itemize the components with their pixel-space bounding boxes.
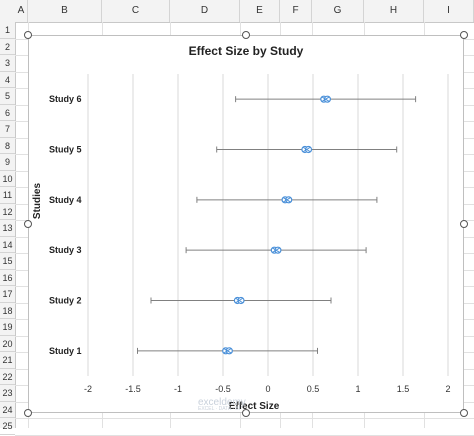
data-point[interactable]: [233, 296, 245, 305]
row-header-5[interactable]: 5: [0, 88, 15, 105]
y-category-label: Study 1: [49, 346, 82, 356]
column-header-a[interactable]: A: [15, 0, 28, 22]
grid-line-horizontal: [15, 434, 474, 436]
column-header-g[interactable]: G: [312, 0, 364, 22]
column-header-f[interactable]: F: [280, 0, 312, 22]
x-tick-label: 0: [265, 384, 270, 394]
row-header-20[interactable]: 20: [0, 336, 15, 352]
chart-resize-handle[interactable]: [242, 31, 250, 39]
row-header-17[interactable]: 17: [0, 286, 15, 303]
y-axis-title: Studies: [32, 183, 43, 220]
chart-resize-handle[interactable]: [460, 220, 468, 228]
y-category-label: Study 6: [49, 94, 82, 104]
row-header-8[interactable]: 8: [0, 138, 15, 154]
watermark-subtext: EXCEL · DATA · BI: [198, 406, 241, 412]
x-tick-label: -1: [174, 384, 182, 394]
row-header-11[interactable]: 11: [0, 187, 15, 204]
x-tick-label: 0.5: [307, 384, 320, 394]
x-axis-title: Effect Size: [229, 401, 280, 412]
chart-resize-handle[interactable]: [460, 409, 468, 417]
data-point[interactable]: [301, 145, 313, 154]
row-header-13[interactable]: 13: [0, 220, 15, 237]
x-tick-label: 1: [355, 384, 360, 394]
data-point[interactable]: [281, 196, 293, 204]
y-category-label: Study 5: [49, 145, 82, 155]
row-header-22[interactable]: 22: [0, 369, 15, 385]
row-header-25[interactable]: 25: [0, 418, 15, 435]
row-header-14[interactable]: 14: [0, 237, 15, 253]
row-header-9[interactable]: 9: [0, 154, 15, 171]
row-header-15[interactable]: 15: [0, 253, 15, 270]
row-header-16[interactable]: 16: [0, 270, 15, 286]
data-point[interactable]: [320, 95, 331, 103]
row-header-bar: 1 2 3 4 5 6 7 8 9 10 11 12 13 14 15 16 17 18 19 20 21 22 23 24 2…: [0, 22, 16, 435]
row-header-3[interactable]: 3: [0, 55, 15, 72]
row-header-23[interactable]: 23: [0, 385, 15, 402]
row-header-18[interactable]: 18: [0, 303, 15, 319]
grid-line-horizontal: [15, 418, 474, 419]
y-category-label: Study 4: [49, 195, 82, 205]
column-header-c[interactable]: C: [102, 0, 170, 22]
row-header-7[interactable]: 7: [0, 121, 15, 138]
chart-title: Effect Size by Study: [189, 44, 304, 58]
effect-size-chart: Effect Size by Study Studies Effect Size…: [32, 44, 451, 412]
watermark-logo: exceldemy EXCEL · DATA · BI: [198, 397, 246, 412]
row-header-4[interactable]: 4: [0, 72, 15, 88]
y-category-label: Study 2: [49, 296, 82, 306]
x-tick-label: -1.5: [125, 384, 141, 394]
chart-area[interactable]: Effect Size by Study Studies Effect Size…: [28, 35, 464, 413]
row-header-19[interactable]: 19: [0, 319, 15, 336]
column-header-i[interactable]: I: [424, 0, 474, 22]
chart-resize-handle[interactable]: [24, 220, 32, 228]
row-header-24[interactable]: 24: [0, 402, 15, 418]
column-header-b[interactable]: B: [28, 0, 102, 22]
column-header-e[interactable]: E: [240, 0, 280, 22]
data-point[interactable]: [270, 246, 282, 254]
row-header-1[interactable]: 1: [0, 22, 15, 39]
watermark-text: exceldemy: [198, 397, 246, 408]
x-tick-label: -2: [84, 384, 92, 394]
x-tick-label: 2: [445, 384, 450, 394]
row-header-2[interactable]: 2: [0, 39, 15, 55]
row-header-12[interactable]: 12: [0, 204, 15, 220]
chart-resize-handle[interactable]: [24, 31, 32, 39]
row-header-21[interactable]: 21: [0, 352, 15, 369]
chart-resize-handle[interactable]: [460, 31, 468, 39]
chart-resize-handle[interactable]: [24, 409, 32, 417]
x-tick-label: -0.5: [215, 384, 231, 394]
column-header-h[interactable]: H: [364, 0, 424, 22]
y-category-label: Study 3: [49, 245, 82, 255]
data-point[interactable]: [222, 347, 233, 355]
row-header-10[interactable]: 10: [0, 171, 15, 187]
row-header-6[interactable]: 6: [0, 105, 15, 121]
x-tick-label: 1.5: [397, 384, 410, 394]
column-header-d[interactable]: D: [170, 0, 240, 22]
chart-resize-handle[interactable]: [242, 409, 250, 417]
